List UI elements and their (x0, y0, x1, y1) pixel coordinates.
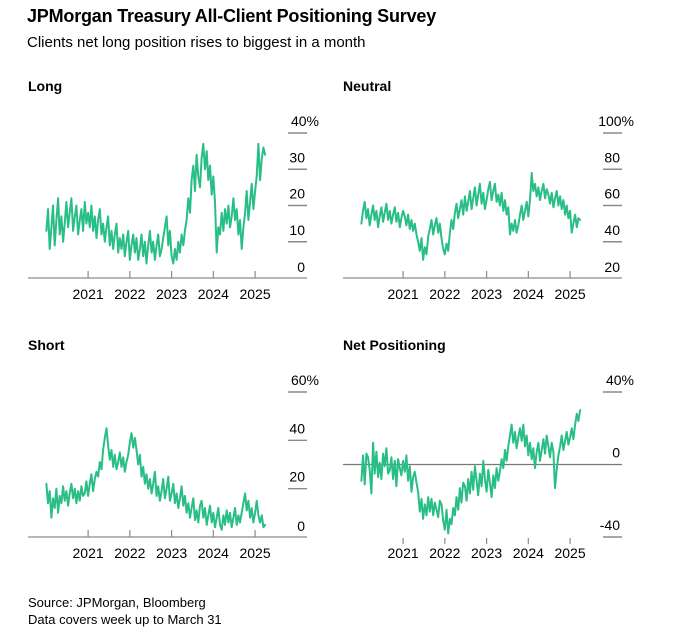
chart-net-positioning-plot: 2021 2022 2023 2024 2025 40% 0 -40 (343, 372, 634, 561)
page-title: JPMorgan Treasury All-Client Positioning… (27, 6, 437, 26)
x-tick-label: 2023 (471, 545, 502, 561)
note-line: Data covers week up to March 31 (28, 612, 222, 627)
chart-short: Short 2021 2022 2023 2024 2025 60% 40 20 0 (28, 337, 348, 569)
x-tick-label: 2024 (198, 545, 229, 561)
data-line (360, 409, 582, 535)
y-tick-label: 0 (297, 518, 305, 534)
chart-long-plot: 2021 2022 2023 2024 2025 40% 30 20 10 0 (28, 113, 319, 302)
x-tick-label: 2024 (513, 286, 544, 302)
y-tick-label: 0 (612, 445, 620, 461)
x-tick-label: 2021 (73, 545, 104, 561)
y-tick-label: 80 (604, 149, 620, 165)
chart-short-title: Short (28, 337, 65, 353)
chart-long: Long 2021 2022 2023 2024 2025 40% 30 20 10 0 (28, 78, 348, 310)
y-tick-label: 40 (289, 420, 305, 436)
x-tick-label: 2025 (239, 545, 270, 561)
y-tick-label: 40% (606, 372, 634, 388)
y-tick-label: 100% (598, 113, 634, 129)
figure-header: JPMorgan Treasury All-Client Positioning… (27, 6, 436, 51)
x-tick-label: 2024 (513, 545, 544, 561)
data-line (45, 427, 267, 531)
chart-short-plot: 2021 2022 2023 2024 2025 60% 40 20 0 (28, 372, 319, 561)
chart-net-positioning: Net Positioning 2021 2022 2023 2024 2025 40% 0… (343, 337, 663, 569)
chart-net-positioning-title: Net Positioning (343, 337, 446, 353)
y-tick-label: 60 (604, 186, 620, 202)
x-tick-label: 2023 (471, 286, 502, 302)
x-tick-label: 2022 (429, 286, 460, 302)
x-tick-label: 2021 (73, 286, 104, 302)
y-tick-label: 40% (291, 113, 319, 129)
x-tick-label: 2022 (114, 545, 145, 561)
x-tick-label: 2021 (388, 545, 419, 561)
y-tick-label: 10 (289, 222, 305, 238)
y-tick-label: 0 (297, 259, 305, 275)
x-tick-label: 2025 (554, 545, 585, 561)
y-tick-label: -40 (600, 517, 620, 533)
x-tick-label: 2023 (156, 545, 187, 561)
x-tick-label: 2022 (114, 286, 145, 302)
data-line (45, 142, 267, 265)
y-tick-label: 20 (604, 259, 620, 275)
source-line: Source: JPMorgan, Bloomberg (28, 595, 206, 610)
figure-footer: Source: JPMorgan, Bloomberg Data covers … (28, 594, 222, 628)
y-tick-label: 20 (289, 186, 305, 202)
chart-long-title: Long (28, 78, 63, 94)
x-tick-label: 2024 (198, 286, 229, 302)
x-tick-label: 2025 (239, 286, 270, 302)
y-tick-label: 40 (604, 222, 620, 238)
x-tick-label: 2022 (429, 545, 460, 561)
x-tick-label: 2025 (554, 286, 585, 302)
x-tick-label: 2023 (156, 286, 187, 302)
chart-neutral-plot: 2021 2022 2023 2024 2025 100% 80 60 40 20 (343, 113, 634, 302)
page-subtitle: Clients net long position rises to bigge… (27, 34, 366, 51)
y-tick-label: 20 (289, 469, 305, 485)
chart-neutral: Neutral 2021 2022 2023 2024 2025 100% 80 60 40 20 (343, 78, 663, 310)
y-tick-label: 30 (289, 149, 305, 165)
chart-neutral-title: Neutral (343, 78, 392, 94)
x-tick-label: 2021 (388, 286, 419, 302)
data-line (360, 171, 582, 261)
y-tick-label: 60% (291, 372, 319, 388)
